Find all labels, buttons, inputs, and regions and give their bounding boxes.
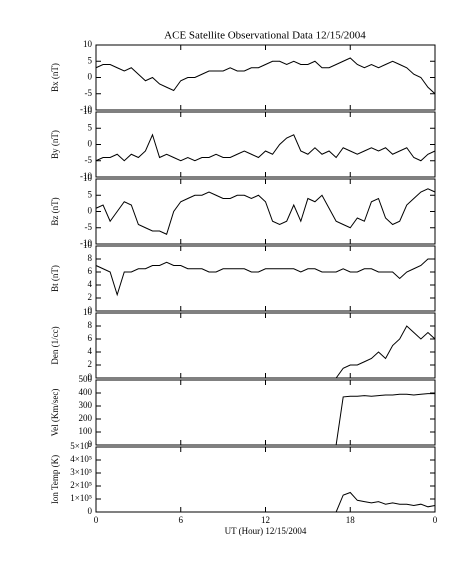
y-tick-label: 4	[88, 346, 93, 356]
chart-title: ACE Satellite Observational Data 12/15/2…	[164, 30, 366, 42]
y-tick-label: -10	[80, 238, 92, 248]
panel-frame	[95, 178, 436, 245]
x-tick-label: 18	[346, 515, 356, 525]
y-axis-label: Bx (nT)	[50, 63, 60, 92]
y-tick-label: 2	[88, 359, 93, 369]
y-tick-label: 0	[88, 439, 93, 449]
y-axis-label: Vel (Km/sec)	[50, 389, 60, 437]
y-tick-label: 10	[83, 106, 93, 116]
y-tick-label: 10	[83, 240, 93, 250]
y-tick-label: 0	[88, 305, 93, 315]
y-tick-label: 6	[88, 266, 93, 276]
y-tick-label: 4	[88, 279, 93, 289]
data-line	[95, 133, 436, 162]
panel-frame	[95, 446, 436, 513]
x-tick-label: 0	[94, 515, 99, 525]
y-axis-label: By (nT)	[50, 130, 60, 159]
y-tick-label: 5×10⁵	[70, 441, 92, 451]
y-tick-label: 10	[83, 39, 93, 49]
x-axis-label: UT (Hour) 12/15/2004	[225, 526, 307, 536]
y-axis-label: Bt (nT)	[50, 265, 60, 292]
y-tick-label: -10	[80, 104, 92, 114]
panel-frame	[95, 245, 436, 312]
data-line	[95, 188, 436, 235]
y-axis-label: Den (1/cc)	[50, 326, 60, 364]
y-tick-label: 5	[88, 55, 93, 65]
y-tick-label: 4×10⁵	[70, 454, 92, 464]
y-tick-label: 0	[88, 139, 93, 149]
y-tick-label: 2×10⁵	[70, 480, 92, 490]
panel-frame	[95, 44, 436, 111]
y-tick-label: 6	[88, 333, 93, 343]
y-tick-label: 0	[88, 206, 93, 216]
y-tick-label: 200	[79, 413, 93, 423]
panel-frame	[95, 111, 436, 178]
y-tick-label: 8	[88, 253, 93, 263]
x-tick-label: 6	[179, 515, 184, 525]
y-tick-label: 5	[88, 122, 93, 132]
y-tick-label: 2	[88, 292, 93, 302]
data-line	[95, 57, 436, 95]
y-tick-label: 400	[79, 387, 93, 397]
panel-frame	[95, 379, 436, 446]
data-line	[96, 393, 435, 446]
y-tick-label: 10	[83, 307, 93, 317]
y-tick-label: 100	[79, 426, 93, 436]
y-tick-label: 5	[88, 189, 93, 199]
y-tick-label: 8	[88, 320, 93, 330]
y-tick-label: 300	[79, 400, 93, 410]
y-tick-label: 3×10⁵	[70, 467, 92, 477]
y-tick-label: 0	[88, 506, 93, 516]
y-tick-label: 1×10⁵	[70, 493, 92, 503]
y-axis-label: Ion Temp (K)	[50, 455, 60, 504]
y-tick-label: 0	[88, 72, 93, 82]
data-line	[96, 491, 436, 513]
y-tick-label: -5	[85, 222, 93, 232]
y-tick-label: 500	[79, 374, 93, 384]
y-tick-label: 10	[83, 173, 93, 183]
y-tick-label: -10	[80, 171, 92, 181]
panel-frame	[95, 312, 436, 379]
y-tick-label: 0	[88, 372, 93, 382]
y-axis-label: Bz (nT)	[50, 197, 60, 225]
y-tick-label: -5	[85, 88, 93, 98]
y-tick-label: -5	[85, 155, 93, 165]
data-line	[95, 258, 435, 297]
x-tick-label: 0	[433, 515, 438, 525]
data-line	[96, 325, 436, 379]
x-tick-label: 12	[261, 515, 270, 525]
